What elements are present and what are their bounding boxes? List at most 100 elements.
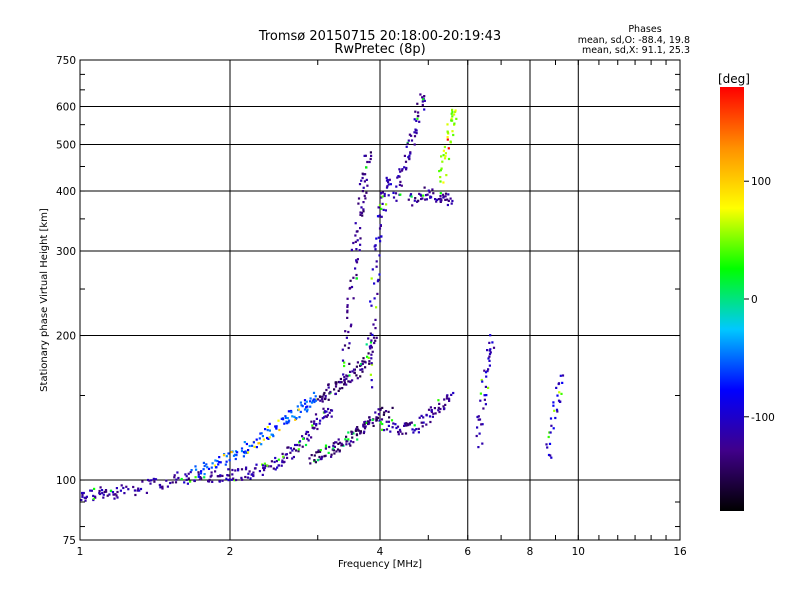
data-point <box>423 95 426 98</box>
data-point <box>240 447 244 450</box>
data-point <box>361 172 364 175</box>
data-point <box>381 406 384 409</box>
data-point <box>441 193 445 196</box>
data-point <box>343 381 346 384</box>
data-point <box>312 398 315 401</box>
data-point <box>358 249 361 252</box>
data-point <box>275 427 278 430</box>
data-point <box>378 227 382 230</box>
data-point <box>403 154 406 157</box>
data-point <box>210 474 213 477</box>
data-point <box>202 468 205 471</box>
data-point <box>103 490 106 493</box>
data-point <box>370 353 373 356</box>
data-point <box>443 407 446 410</box>
data-point <box>214 459 217 462</box>
data-point <box>454 109 457 112</box>
data-point <box>218 456 221 459</box>
data-point <box>553 409 556 412</box>
data-point <box>249 477 252 480</box>
data-point <box>420 197 423 201</box>
data-point <box>341 387 344 390</box>
data-point <box>219 461 222 464</box>
data-point <box>297 448 300 451</box>
data-point <box>380 235 383 238</box>
data-point <box>240 476 243 479</box>
data-point <box>449 197 452 200</box>
data-point <box>258 437 261 440</box>
data-point <box>381 191 384 194</box>
data-point <box>404 432 408 435</box>
data-point <box>339 381 342 384</box>
data-point <box>346 375 349 378</box>
x-tick-label: 8 <box>527 546 534 558</box>
data-point <box>153 480 156 483</box>
data-point <box>409 193 413 196</box>
data-point <box>421 425 424 428</box>
data-point <box>547 453 551 457</box>
y-axis-label: Stationary phase Virtual Height [km] <box>39 208 50 392</box>
data-point <box>359 211 362 214</box>
data-point <box>357 197 361 200</box>
data-point <box>397 175 400 178</box>
data-point <box>426 193 429 196</box>
data-point <box>452 133 455 137</box>
data-point <box>218 461 221 464</box>
data-point <box>134 493 137 497</box>
data-point <box>370 346 373 349</box>
data-point <box>183 481 186 484</box>
data-point <box>549 431 552 434</box>
data-point <box>359 363 363 366</box>
data-point <box>208 478 211 481</box>
data-point <box>325 388 328 392</box>
data-point <box>216 460 219 463</box>
data-point <box>154 478 158 481</box>
data-point <box>312 391 316 394</box>
data-point <box>324 415 327 418</box>
data-point <box>429 406 432 409</box>
data-point <box>381 195 384 198</box>
data-point <box>383 429 386 432</box>
data-point <box>345 435 348 438</box>
data-point <box>362 208 365 211</box>
data-point <box>214 470 217 473</box>
data-point <box>557 382 560 386</box>
data-point <box>549 417 553 420</box>
data-point <box>376 416 380 419</box>
data-point <box>479 392 482 395</box>
data-point <box>355 259 358 262</box>
data-point <box>480 423 483 426</box>
data-point <box>335 383 338 386</box>
data-point <box>92 497 95 500</box>
x-tick-label: 4 <box>377 546 384 558</box>
data-point <box>294 443 297 447</box>
data-point <box>345 440 348 443</box>
data-point <box>261 435 264 438</box>
data-point <box>365 166 368 169</box>
data-point <box>194 465 197 468</box>
data-point <box>445 397 448 400</box>
data-point <box>483 394 486 397</box>
data-point <box>235 454 238 457</box>
data-point <box>246 451 250 454</box>
data-point <box>327 407 330 411</box>
data-point <box>451 115 454 118</box>
data-point <box>109 489 113 492</box>
data-point <box>454 110 457 113</box>
data-point <box>345 443 348 446</box>
data-point <box>123 492 126 495</box>
data-point <box>315 451 318 454</box>
data-point <box>350 323 353 326</box>
data-point <box>444 192 448 195</box>
data-point <box>449 141 452 144</box>
data-point <box>359 237 362 240</box>
data-point <box>315 424 318 427</box>
data-point <box>177 476 180 480</box>
data-point <box>336 448 340 451</box>
data-point <box>303 399 307 402</box>
data-point <box>367 420 370 423</box>
data-point <box>199 476 202 479</box>
data-point <box>409 151 412 154</box>
data-point <box>382 208 385 211</box>
data-point <box>403 424 406 427</box>
